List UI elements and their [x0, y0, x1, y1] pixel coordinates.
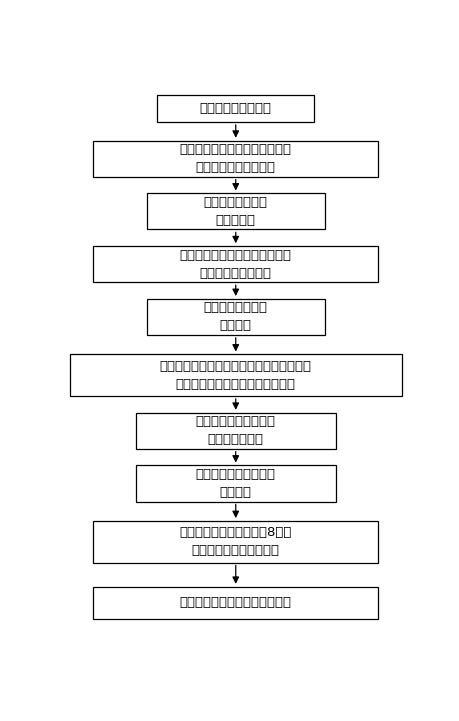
Text: 选取固定的俯仰角组: 选取固定的俯仰角组	[199, 102, 271, 115]
Text: 利用该入射角及其邻近的8个方
位、俯仰角对进行元插值: 利用该入射角及其邻近的8个方 位、俯仰角对进行元插值	[179, 526, 291, 557]
FancyBboxPatch shape	[136, 466, 335, 502]
FancyBboxPatch shape	[93, 521, 378, 562]
Text: 利用方位角、俯仰角的粗略估计值及其邻近
方位、俯仰角对构成新的小样本库: 利用方位角、俯仰角的粗略估计值及其邻近 方位、俯仰角对构成新的小样本库	[159, 360, 311, 391]
Text: 获得最终方位角、俯仰角估计值: 获得最终方位角、俯仰角估计值	[179, 596, 291, 609]
FancyBboxPatch shape	[146, 299, 324, 335]
Text: 求最大相关系数对
应的方位角: 求最大相关系数对 应的方位角	[203, 196, 267, 227]
Text: 实测相位差与新样本库
中样本的相似度: 实测相位差与新样本库 中样本的相似度	[196, 415, 275, 446]
Text: 求最大相似度对应
的俯仰角: 求最大相似度对应 的俯仰角	[203, 301, 267, 332]
Text: 实测相位差向量与该俯仰角对应
的所有样本求相关系数: 实测相位差向量与该俯仰角对应 的所有样本求相关系数	[179, 143, 291, 174]
Text: 求最大相似度样本对应
的入射角: 求最大相似度样本对应 的入射角	[196, 468, 275, 499]
Text: 实测相位差向量与该方位角对应
的所有样本求相似度: 实测相位差向量与该方位角对应 的所有样本求相似度	[179, 249, 291, 280]
FancyBboxPatch shape	[136, 412, 335, 448]
FancyBboxPatch shape	[157, 95, 313, 122]
FancyBboxPatch shape	[93, 141, 378, 177]
FancyBboxPatch shape	[146, 193, 324, 229]
FancyBboxPatch shape	[93, 587, 378, 619]
FancyBboxPatch shape	[93, 246, 378, 282]
FancyBboxPatch shape	[70, 355, 401, 396]
